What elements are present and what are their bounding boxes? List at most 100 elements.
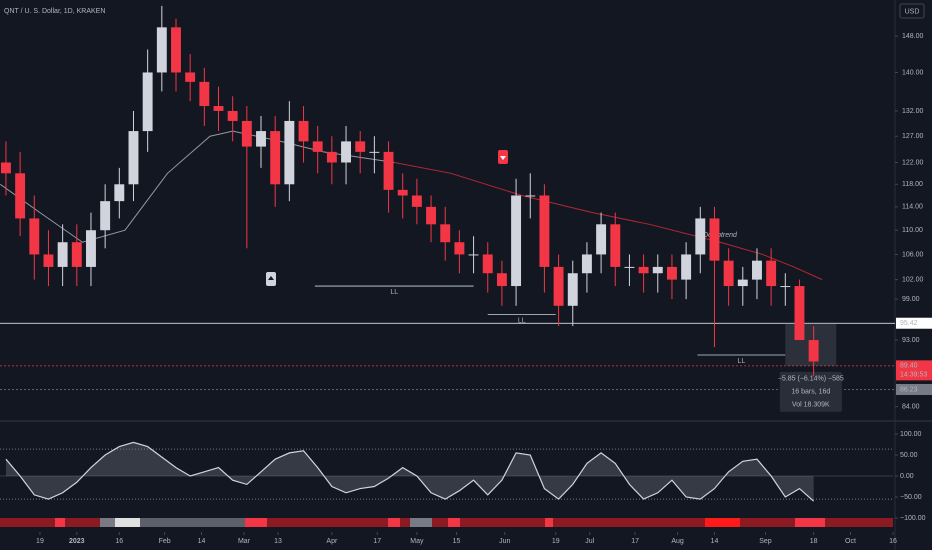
candle-body bbox=[794, 286, 805, 341]
price-label: 86.23 bbox=[900, 386, 918, 393]
y-tick-label: 132.00 bbox=[902, 108, 924, 115]
candle-body bbox=[312, 141, 323, 152]
candle-body bbox=[411, 195, 422, 207]
x-tick-label: 19 bbox=[552, 538, 560, 545]
trend-label: Downtrend bbox=[703, 232, 738, 239]
candle-body bbox=[496, 273, 507, 287]
moving-average bbox=[0, 130, 395, 243]
y-tick-label: 106.00 bbox=[902, 251, 924, 258]
currency-box[interactable] bbox=[899, 3, 925, 19]
candle-body bbox=[596, 224, 607, 255]
candle-body bbox=[539, 195, 550, 267]
heat-strip bbox=[0, 518, 893, 527]
candle-body bbox=[737, 279, 748, 287]
strip-base bbox=[0, 518, 893, 527]
candle-body bbox=[199, 81, 210, 107]
candle-body bbox=[468, 254, 479, 256]
candle-body bbox=[780, 286, 791, 288]
y-tick-label: 84.00 bbox=[902, 403, 920, 410]
strip-cell bbox=[705, 518, 740, 527]
y-tick-label: 118.00 bbox=[902, 181, 923, 188]
y-tick-label: 99.00 bbox=[902, 296, 920, 303]
x-tick-label: 17 bbox=[373, 538, 381, 545]
candle-body bbox=[581, 254, 592, 274]
signal-up bbox=[266, 272, 276, 286]
candle-body bbox=[695, 218, 706, 255]
osc-y-tick-label: 0.00 bbox=[900, 473, 914, 480]
y-tick-label: 93.00 bbox=[902, 337, 920, 344]
candle-body bbox=[666, 266, 677, 280]
x-tick-label: 19 bbox=[36, 538, 44, 545]
strip-cell bbox=[388, 518, 400, 527]
candle-body bbox=[638, 266, 649, 274]
x-tick-label: Sep bbox=[759, 538, 772, 545]
candle-body bbox=[440, 224, 451, 243]
moving-average bbox=[394, 161, 823, 281]
x-tick-label: 18 bbox=[810, 538, 818, 545]
currency[interactable]: USD bbox=[905, 8, 920, 15]
x-tick-label: Jul bbox=[585, 538, 594, 545]
candle-body bbox=[511, 195, 522, 287]
candle-body bbox=[341, 141, 351, 163]
y-tick-label: 114.00 bbox=[902, 204, 923, 211]
candle-body bbox=[766, 260, 777, 287]
candle-body bbox=[114, 184, 125, 202]
x-tick-label: Mar bbox=[238, 538, 251, 545]
strip-cell bbox=[245, 518, 267, 527]
candle-body bbox=[227, 110, 238, 121]
osc-y-tick-label: −50.00 bbox=[900, 494, 922, 501]
candle-body bbox=[213, 106, 224, 111]
candle-body bbox=[752, 260, 762, 280]
candle-body bbox=[171, 27, 181, 73]
candle-body bbox=[0, 162, 11, 174]
price-label-box bbox=[896, 317, 932, 329]
candle-body bbox=[256, 131, 266, 147]
candle-body bbox=[86, 230, 96, 267]
candle-body bbox=[355, 141, 366, 152]
strip-cell bbox=[140, 518, 245, 527]
x-tick-label: May bbox=[410, 538, 424, 545]
x-tick-label: Jun bbox=[499, 538, 510, 545]
candle-body bbox=[71, 242, 82, 267]
x-tick-label: 16 bbox=[889, 538, 897, 545]
candle-body bbox=[369, 151, 380, 153]
x-tick-label: Feb bbox=[159, 538, 171, 545]
strip-cell bbox=[55, 518, 65, 527]
price-label: 89.40 bbox=[900, 363, 918, 370]
candle-body bbox=[652, 266, 663, 274]
x-tick-label: 2023 bbox=[69, 538, 85, 545]
candle-body bbox=[298, 120, 309, 142]
candle-body bbox=[29, 218, 40, 255]
price-label-box bbox=[896, 383, 932, 395]
y-tick-label: 127.00 bbox=[902, 133, 924, 140]
candle-body bbox=[284, 120, 295, 185]
candle-body bbox=[57, 242, 68, 267]
candle-body bbox=[156, 27, 167, 73]
candle-body bbox=[567, 273, 578, 306]
candle-body bbox=[15, 173, 26, 219]
measure-box bbox=[779, 371, 842, 412]
candle-body bbox=[128, 131, 139, 185]
price-label: 95.42 bbox=[900, 320, 918, 327]
osc-y-tick-label: −100.00 bbox=[900, 515, 926, 522]
x-tick-label: 15 bbox=[453, 538, 461, 545]
candle-body bbox=[482, 254, 493, 274]
strip-cell bbox=[410, 518, 432, 527]
candle-body bbox=[426, 206, 437, 225]
measure-text: −5.85 (−6.14%) −585 bbox=[778, 376, 844, 383]
candle-body bbox=[709, 218, 720, 261]
candle-body bbox=[624, 266, 635, 268]
y-tick-label: 140.00 bbox=[902, 69, 924, 76]
strip-cell bbox=[545, 518, 553, 527]
strip-cell bbox=[448, 518, 460, 527]
osc-y-tick-label: 50.00 bbox=[900, 452, 918, 459]
candle-body bbox=[808, 340, 819, 362]
countdown: 14:39:53 bbox=[900, 372, 927, 379]
signal-down bbox=[498, 150, 508, 164]
x-tick-label: 17 bbox=[631, 538, 639, 545]
strip-cell bbox=[795, 518, 825, 527]
candle-body bbox=[185, 72, 196, 82]
candle-body bbox=[723, 260, 734, 287]
